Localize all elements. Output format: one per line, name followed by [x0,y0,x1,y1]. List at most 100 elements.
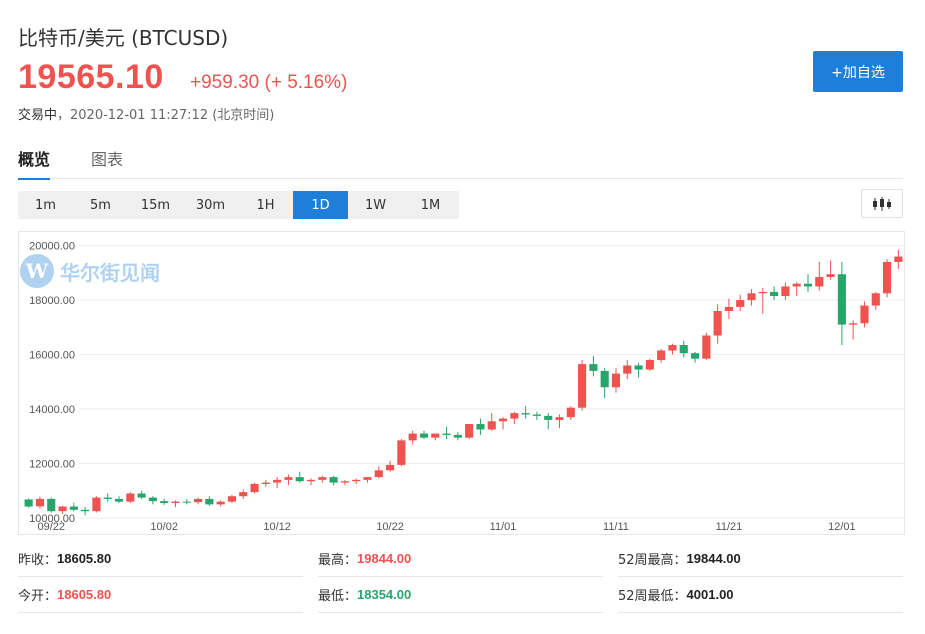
candle-body [442,433,451,435]
candle-body [871,293,880,306]
stat-open: 今开： 18605.80 [18,577,303,613]
candlestick-icon [873,196,891,211]
period-1w[interactable]: 1W [364,197,387,213]
candle-body [216,501,225,505]
candle-body [544,415,553,420]
candle-body [171,501,180,504]
period-1m[interactable]: 1m [35,197,56,213]
y-tick-label: 18000.00 [29,295,75,307]
period-1mo[interactable]: 1M [420,197,441,213]
stat-value: 19844.00 [686,551,741,566]
candle-body [374,470,383,478]
candle-body [261,482,270,484]
price-chart[interactable]: 20000.00 18000.00 16000.00 14000.00 12000.00… [18,231,905,535]
candle-body [860,305,869,324]
period-15m[interactable]: 15m [140,197,171,213]
candle-body [24,499,33,507]
candle-body [521,413,530,415]
tab-overview[interactable]: 概览 [18,146,51,180]
y-tick-label: 14000.00 [29,404,75,416]
candle-body [781,286,790,297]
wallstreetcn-logo-icon: W [20,254,54,288]
y-tick-label: 16000.00 [29,350,75,362]
period-5m[interactable]: 5m [90,197,111,213]
candle-body [35,498,45,507]
candle-body [340,481,349,483]
candle-body [555,417,564,420]
period-30m[interactable]: 30m [195,197,226,213]
watermark: W 华尔街见闻 [20,254,160,288]
x-tick-label: 11/01 [490,521,517,533]
candle-body [81,509,90,512]
candle-body [826,274,835,277]
candlestick-chart[interactable]: 20000.00 18000.00 16000.00 14000.00 12000.00… [19,232,906,536]
watermark-text: 华尔街见闻 [60,260,160,285]
stat-low: 最低： 18354.00 [318,577,603,613]
candle-body [205,498,214,505]
x-tick-label: 10/22 [376,521,404,533]
stat-value: 18354.00 [357,587,412,602]
candle-body [465,424,474,438]
candle-body [600,370,609,388]
tab-chart[interactable]: 图表 [91,150,124,169]
candle-body [194,498,203,503]
candle-body [713,310,722,336]
price-change: +959.30 (+ 5.16%) [190,72,348,93]
candle-body [386,464,395,471]
period-1d[interactable]: 1D [293,191,348,219]
candle-body [306,479,316,482]
stat-52w-low: 52周最低： 4001.00 [618,577,903,613]
candle-body [668,345,677,351]
x-tick-label: 12/01 [828,521,856,533]
y-tick-label: 10000.00 [29,513,75,525]
chart-type-button[interactable] [861,189,903,218]
candle-body [849,323,858,325]
stat-prev-close: 昨收： 18605.80 [18,541,303,577]
candle-body [690,353,700,359]
candle-body [566,407,575,418]
candle-body [532,414,541,416]
candle-body [137,493,146,498]
candle-body [182,501,191,503]
stat-label: 52周最高： [618,553,687,568]
candle-body [882,261,892,294]
x-tick-label: 11/11 [603,521,629,533]
stat-52w-high: 52周最高： 19844.00 [618,541,903,577]
candle-body [397,440,406,465]
candle-body [58,506,67,512]
candle-body [611,373,621,388]
candle-body [837,274,846,325]
candle-body [770,291,779,297]
candle-body [702,335,711,359]
candle-body [295,477,304,482]
candle-body [250,483,259,493]
candle-body [724,306,733,311]
quote-timestamp: ，2020-12-01 11:27:12 (北京时间) [57,108,275,123]
candle-body [114,498,124,502]
add-to-watchlist-button[interactable]: +加自选 [813,51,903,92]
candle-body [284,477,293,480]
candle-body [657,350,666,361]
last-price: 19565.10 [18,58,164,96]
candle-body [92,497,101,512]
candle-body [453,434,462,438]
trade-status: 交易中，2020-12-01 11:27:12 (北京时间) [18,104,274,123]
candle-body [148,497,157,502]
candle-body [239,492,248,497]
candle-body [645,360,654,370]
candle-body [589,364,598,371]
period-1h[interactable]: 1H [256,197,275,213]
candle-body [273,479,282,483]
tab-bar: 概览 图表 [18,146,903,180]
candle-body [126,493,135,502]
candle-body [498,418,508,422]
candle-body [69,506,78,510]
candle-body [792,283,801,287]
candle-body [103,497,112,499]
candle-body [227,496,237,502]
candle-body [408,433,417,441]
stat-label: 昨收： [18,553,58,568]
period-selector: 1m 5m 15m 30m 1H 1D 1W 1M [18,191,459,219]
instrument-title: 比特币/美元 (BTCUSD) [18,26,229,50]
y-tick-label: 12000.00 [29,459,75,471]
